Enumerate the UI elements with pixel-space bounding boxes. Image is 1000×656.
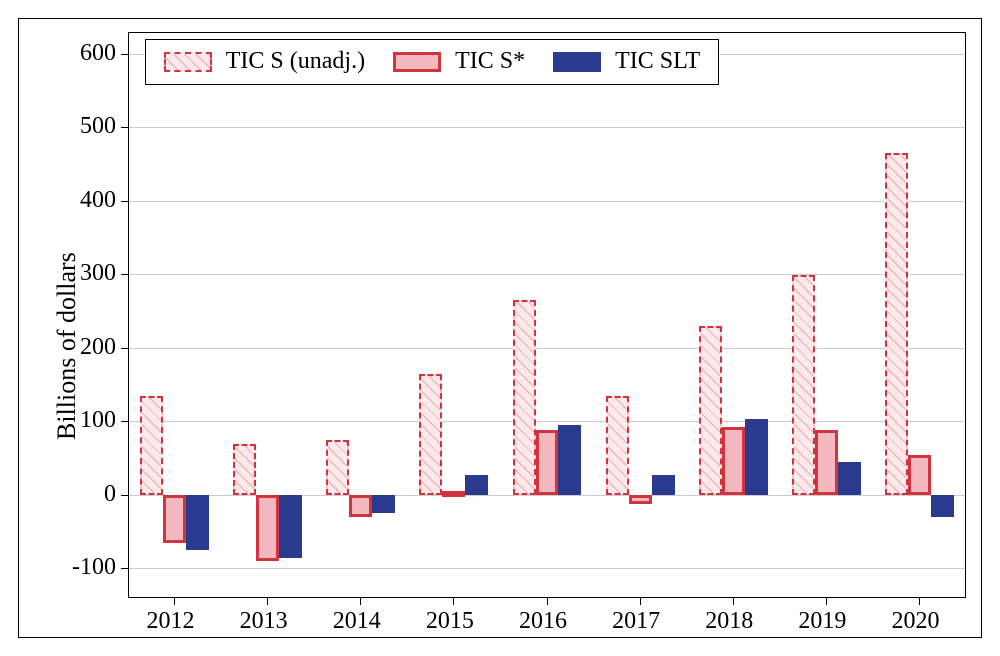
- gridline: [128, 421, 966, 422]
- x-tick-label: 2013: [240, 608, 288, 635]
- bar-tic-s-unadj-: [419, 374, 442, 495]
- x-tick-label: 2020: [891, 608, 939, 635]
- legend-item: TIC S*: [393, 48, 525, 75]
- bar-tic-s-unadj-: [513, 300, 536, 495]
- y-tick: [121, 421, 128, 422]
- gridline: [128, 127, 966, 128]
- y-tick: [121, 348, 128, 349]
- x-tick: [640, 598, 641, 605]
- x-tick-label: 2016: [519, 608, 567, 635]
- legend-label: TIC S*: [455, 48, 525, 75]
- x-tick: [826, 598, 827, 605]
- bar-tic-s-unadj-: [140, 396, 163, 495]
- legend-swatch: [553, 52, 601, 72]
- y-tick: [121, 54, 128, 55]
- y-axis-label: Billions of dollars: [52, 252, 82, 440]
- y-tick-label: -100: [72, 554, 116, 581]
- gridline: [128, 348, 966, 349]
- legend-item: TIC S (unadj.): [164, 48, 365, 75]
- bar-tic-s-unadj-: [792, 275, 815, 496]
- legend-label: TIC SLT: [615, 48, 700, 75]
- gridline: [128, 274, 966, 275]
- bar-tic-s-: [908, 455, 931, 495]
- y-tick: [121, 568, 128, 569]
- bar-tic-slt: [558, 425, 581, 495]
- gridline: [128, 201, 966, 202]
- y-tick-label: 0: [104, 481, 116, 508]
- y-tick-label: 400: [80, 187, 116, 214]
- x-tick-label: 2017: [612, 608, 660, 635]
- bar-tic-s-: [536, 430, 559, 495]
- bar-tic-s-: [815, 430, 838, 495]
- x-tick: [547, 598, 548, 605]
- legend-swatch: [393, 52, 441, 72]
- bar-tic-slt: [465, 475, 488, 496]
- y-tick: [121, 274, 128, 275]
- bar-tic-s-: [442, 491, 465, 497]
- bar-tic-slt: [931, 495, 954, 517]
- legend-swatch: [164, 52, 212, 72]
- bar-tic-slt: [652, 475, 675, 495]
- x-tick-label: 2014: [333, 608, 381, 635]
- x-tick: [267, 598, 268, 605]
- plot-area: [128, 32, 966, 598]
- bar-tic-s-unadj-: [326, 440, 349, 495]
- bar-tic-s-unadj-: [606, 396, 629, 495]
- y-tick-label: 200: [80, 334, 116, 361]
- y-tick: [121, 201, 128, 202]
- x-tick: [919, 598, 920, 605]
- x-tick-label: 2018: [705, 608, 753, 635]
- x-tick: [453, 598, 454, 605]
- x-tick-label: 2015: [426, 608, 474, 635]
- bar-tic-s-unadj-: [699, 326, 722, 495]
- bar-tic-slt: [838, 462, 861, 495]
- bar-tic-s-unadj-: [233, 444, 256, 495]
- y-tick-label: 500: [80, 113, 116, 140]
- bar-tic-s-: [722, 427, 745, 495]
- y-tick: [121, 127, 128, 128]
- y-tick-label: 100: [80, 407, 116, 434]
- legend: TIC S (unadj.) TIC S* TIC SLT: [145, 39, 719, 85]
- bar-tic-s-: [349, 495, 372, 517]
- x-tick: [733, 598, 734, 605]
- bar-tic-s-: [256, 495, 279, 561]
- x-tick: [360, 598, 361, 605]
- y-tick-label: 300: [80, 260, 116, 287]
- x-tick-label: 2019: [798, 608, 846, 635]
- x-tick-label: 2012: [147, 608, 195, 635]
- legend-label: TIC S (unadj.): [226, 48, 365, 75]
- legend-item: TIC SLT: [553, 48, 700, 75]
- x-tick: [174, 598, 175, 605]
- bar-tic-s-: [629, 495, 652, 504]
- bar-tic-slt: [372, 495, 395, 513]
- bar-tic-s-unadj-: [885, 153, 908, 495]
- bar-tic-slt: [279, 495, 302, 557]
- bar-tic-s-: [163, 495, 186, 543]
- gridline: [128, 568, 966, 569]
- bar-tic-slt: [186, 495, 209, 550]
- y-tick: [121, 495, 128, 496]
- bar-tic-slt: [745, 419, 768, 495]
- y-tick-label: 600: [80, 40, 116, 67]
